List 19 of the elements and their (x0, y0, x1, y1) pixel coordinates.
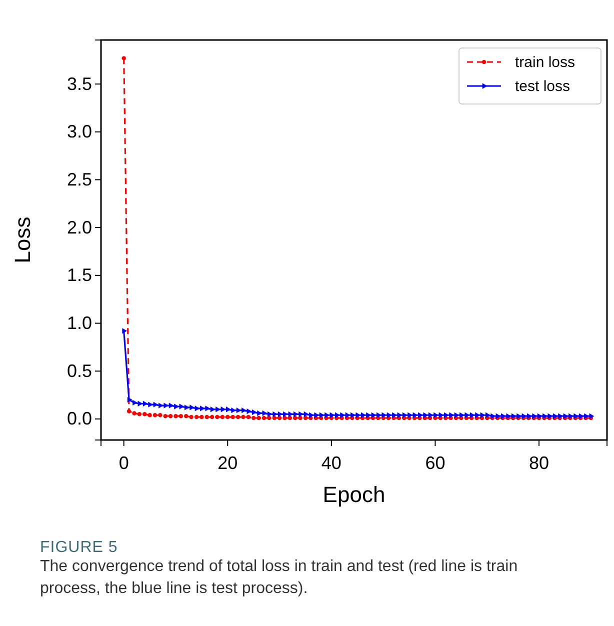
y-tick-label: 0.5 (66, 360, 92, 381)
legend-label: train loss (515, 54, 576, 71)
x-axis-title: Epoch (322, 482, 386, 507)
y-tick-label: 1.5 (66, 265, 92, 286)
x-tick-label: 40 (321, 452, 342, 473)
y-axis-title: Loss (10, 216, 35, 264)
x-tick-label: 80 (529, 452, 550, 473)
x-tick-label: 0 (118, 452, 129, 473)
y-tick-label: 0.0 (66, 408, 92, 429)
y-tick-label: 3.0 (66, 122, 92, 142)
caption: FIGURE 5 (40, 539, 118, 556)
y-tick-label: 2.5 (66, 169, 92, 190)
y-tick-label: 2.0 (66, 217, 92, 238)
legend-label: test loss (515, 78, 570, 95)
y-tick-label: 3.5 (66, 74, 92, 94)
x-tick-label: 60 (425, 452, 446, 473)
y-tick-label: 1.0 (66, 313, 92, 334)
x-tick-label: 20 (218, 452, 238, 473)
text: The convergence trend of total loss in train and test (red line is train process, the blue line is test process). (40, 557, 519, 599)
